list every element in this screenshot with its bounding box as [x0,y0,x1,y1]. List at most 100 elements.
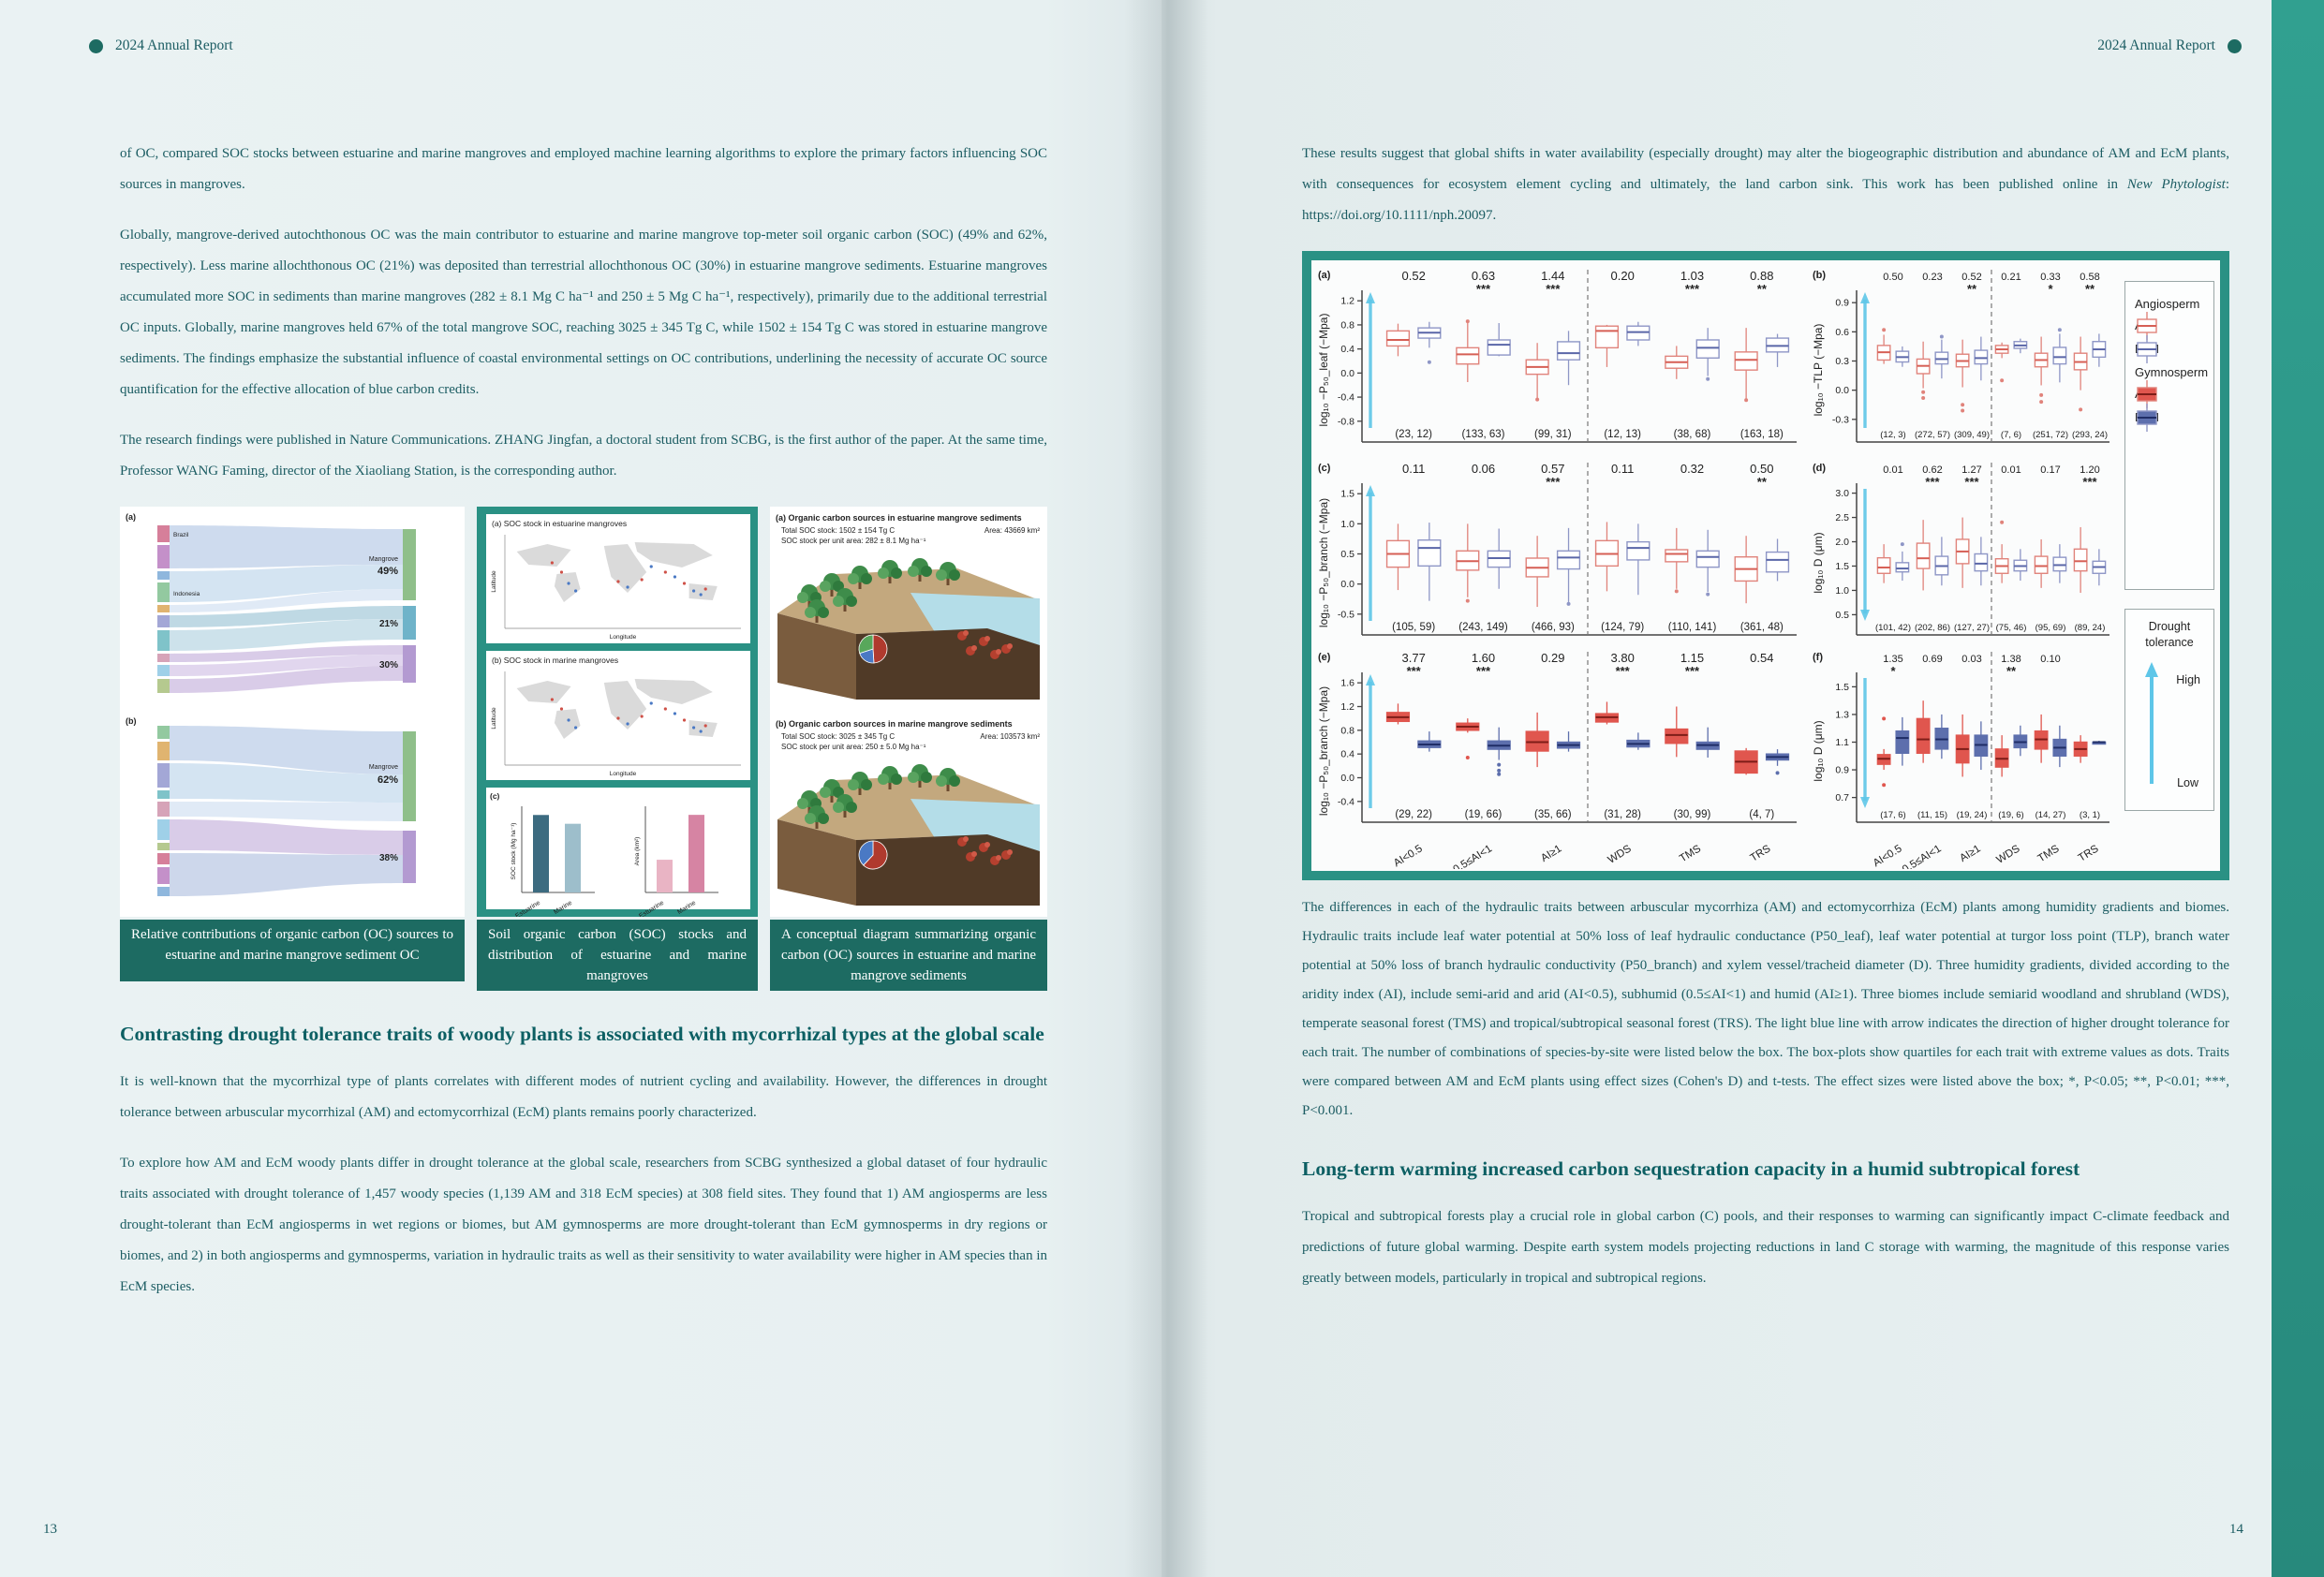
drought-label-line2: tolerance [2145,636,2194,649]
svg-text:***: *** [1546,475,1561,489]
svg-text:0.50: 0.50 [1750,462,1773,476]
svg-text:(251, 72): (251, 72) [2033,430,2068,440]
svg-text:0.62: 0.62 [1922,464,1942,476]
cover-edge-band [2272,0,2324,1577]
svg-text:(7, 6): (7, 6) [2001,430,2021,440]
svg-text:0.03: 0.03 [1961,654,1981,665]
svg-text:(17, 6): (17, 6) [1880,810,1905,820]
header-dot-icon [89,38,103,53]
svg-text:(29, 22): (29, 22) [1395,809,1432,820]
svg-text:***: *** [2082,475,2097,489]
svg-text:1.1: 1.1 [1835,737,1849,748]
svg-text:3.0: 3.0 [1835,488,1849,499]
boxplot-panel-d: 3.0 2.5 2.0 1.5 1.0 0.5 log₁₀ D (μm) (d) 0.01 (10… [1812,463,2109,636]
svg-text:0.9: 0.9 [1835,765,1849,776]
page-left: 2024 Annual Report of OC, compared SOC s… [0,0,1162,1577]
header-title: 2024 Annual Report [2097,37,2215,53]
paragraph-text: These results suggest that global shifts… [1302,146,2229,192]
svg-text:(466, 93): (466, 93) [1532,622,1575,633]
svg-text:3.77: 3.77 [1402,651,1426,665]
svg-text:38%: 38% [379,853,398,863]
figure-row: (a) Brazil Indonesia Mangrove 49% 21% 30% (b) Ma… [120,507,1047,991]
svg-text:(a) Organic carbon sources in: (a) Organic carbon sources in estuarine … [776,513,1022,523]
svg-text:TRS: TRS [1749,843,1773,864]
svg-text:0.5: 0.5 [1835,610,1849,621]
svg-text:***: *** [1476,664,1491,678]
page-number: 13 [43,1522,57,1537]
svg-text:62%: 62% [377,774,398,786]
svg-text:1.60: 1.60 [1472,651,1495,665]
figure-caption: Relative contributions of organic carbon… [120,920,465,981]
svg-text:(30, 99): (30, 99) [1674,809,1711,820]
svg-text:***: *** [1476,282,1491,296]
legend-gymnosperm-label: Gymnosperm [2135,365,2209,379]
svg-text:(31, 28): (31, 28) [1604,809,1641,820]
svg-text:0.11: 0.11 [1611,462,1634,476]
sankey-diagram: (a) Brazil Indonesia Mangrove 49% 21% 30% (b) Ma… [120,507,465,917]
boxplot-panel-a: 1.2 0.8 0.4 0.0 -0.4 -0.8 log₁₀ −P₅₀_leaf (−Mp… [1317,269,1797,443]
svg-text:(293, 24): (293, 24) [2072,430,2108,440]
drought-high-label: High [2176,673,2200,686]
svg-text:Latitude: Latitude [491,570,497,593]
svg-text:1.2: 1.2 [1340,701,1354,713]
svg-text:0.5≤AI<1: 0.5≤AI<1 [1901,843,1944,869]
svg-text:Mangrove: Mangrove [369,764,398,771]
svg-text:1.27: 1.27 [1961,464,1981,476]
page-number: 14 [2229,1522,2243,1537]
svg-text:WDS: WDS [1994,843,2021,866]
svg-text:(89, 24): (89, 24) [2075,623,2106,633]
svg-text:0.8: 0.8 [1340,725,1354,736]
svg-text:*: * [2048,282,2053,296]
svg-text:**: ** [1757,282,1768,296]
figure-description: The differences in each of the hydraulic… [1302,900,2229,1118]
svg-text:(95, 69): (95, 69) [2035,623,2066,633]
svg-text:***: *** [1925,475,1940,489]
journal-name: New Phytologist [2126,177,2226,192]
drought-low-label: Low [2177,776,2198,789]
svg-text:0.17: 0.17 [2040,464,2060,476]
svg-text:0.23: 0.23 [1922,272,1942,283]
svg-text:0.29: 0.29 [1541,651,1564,665]
legend-angiosperm-label: Angiosperm [2135,297,2200,311]
section-heading: Long-term warming increased carbon seque… [1302,1157,2080,1180]
paragraph-text: : https://doi.org/10.1111/nph.20097. [1302,177,2229,223]
svg-text:(202, 86): (202, 86) [1915,623,1950,633]
svg-text:(127, 27): (127, 27) [1954,623,1990,633]
boxplot-panel-f: 1.5 1.3 1.1 0.9 0.7 log₁₀ D (μm) (f) 1.35* (17, … [1812,652,2109,869]
svg-text:1.38: 1.38 [2001,654,2021,665]
drought-label-line1: Drought [2148,620,2191,633]
soc-maps-figure: (a) SOC stock in estuarine mangroves Lati… [477,507,758,917]
svg-text:Area: 103573 km²: Area: 103573 km² [980,732,1040,741]
boxplot-figure: 1.2 0.8 0.4 0.0 -0.4 -0.8 log₁₀ −P₅₀_leaf (−Mp… [1302,251,2229,880]
svg-text:(11, 15): (11, 15) [1917,810,1947,820]
svg-text:0.4: 0.4 [1340,749,1354,760]
svg-text:AI<0.5: AI<0.5 [1392,843,1425,869]
svg-text:(c): (c) [1318,463,1331,474]
svg-text:(361, 48): (361, 48) [1740,622,1784,633]
svg-text:(243, 149): (243, 149) [1458,622,1508,633]
page-header-right: 2024 Annual Report [2097,37,2242,54]
svg-text:***: *** [1616,664,1631,678]
svg-text:0.3: 0.3 [1835,356,1849,367]
boxplot-panel-e: 1.6 1.2 0.8 0.4 0.0 -0.4 log₁₀ −P₅₀_branch (−M… [1317,651,1797,869]
svg-text:TMS: TMS [2036,843,2062,864]
svg-text:Longitude: Longitude [610,771,637,777]
svg-text:Indonesia: Indonesia [173,591,200,597]
svg-text:(105, 59): (105, 59) [1392,622,1435,633]
svg-text:(38, 68): (38, 68) [1674,429,1711,440]
svg-text:(a) SOC stock in estuarine man: (a) SOC stock in estuarine mangroves [492,519,627,528]
ecm-boxplot-icon [2137,334,2157,363]
svg-text:(12, 3): (12, 3) [1880,430,1905,440]
svg-text:*: * [1890,664,1896,678]
svg-text:1.3: 1.3 [1835,709,1849,720]
svg-text:0.20: 0.20 [1611,269,1635,283]
paragraph: of OC, compared SOC stocks between estua… [120,146,1047,192]
svg-text:Brazil: Brazil [173,532,189,538]
svg-text:***: *** [1964,475,1979,489]
svg-text:WDS: WDS [1606,843,1634,866]
page-header-left: 2024 Annual Report [89,37,233,54]
svg-text:0.7: 0.7 [1835,792,1849,803]
svg-text:1.35: 1.35 [1883,654,1902,665]
svg-text:Mangrove: Mangrove [369,556,398,563]
legend-drought-tolerance: Drought tolerance High Low [2124,609,2214,811]
